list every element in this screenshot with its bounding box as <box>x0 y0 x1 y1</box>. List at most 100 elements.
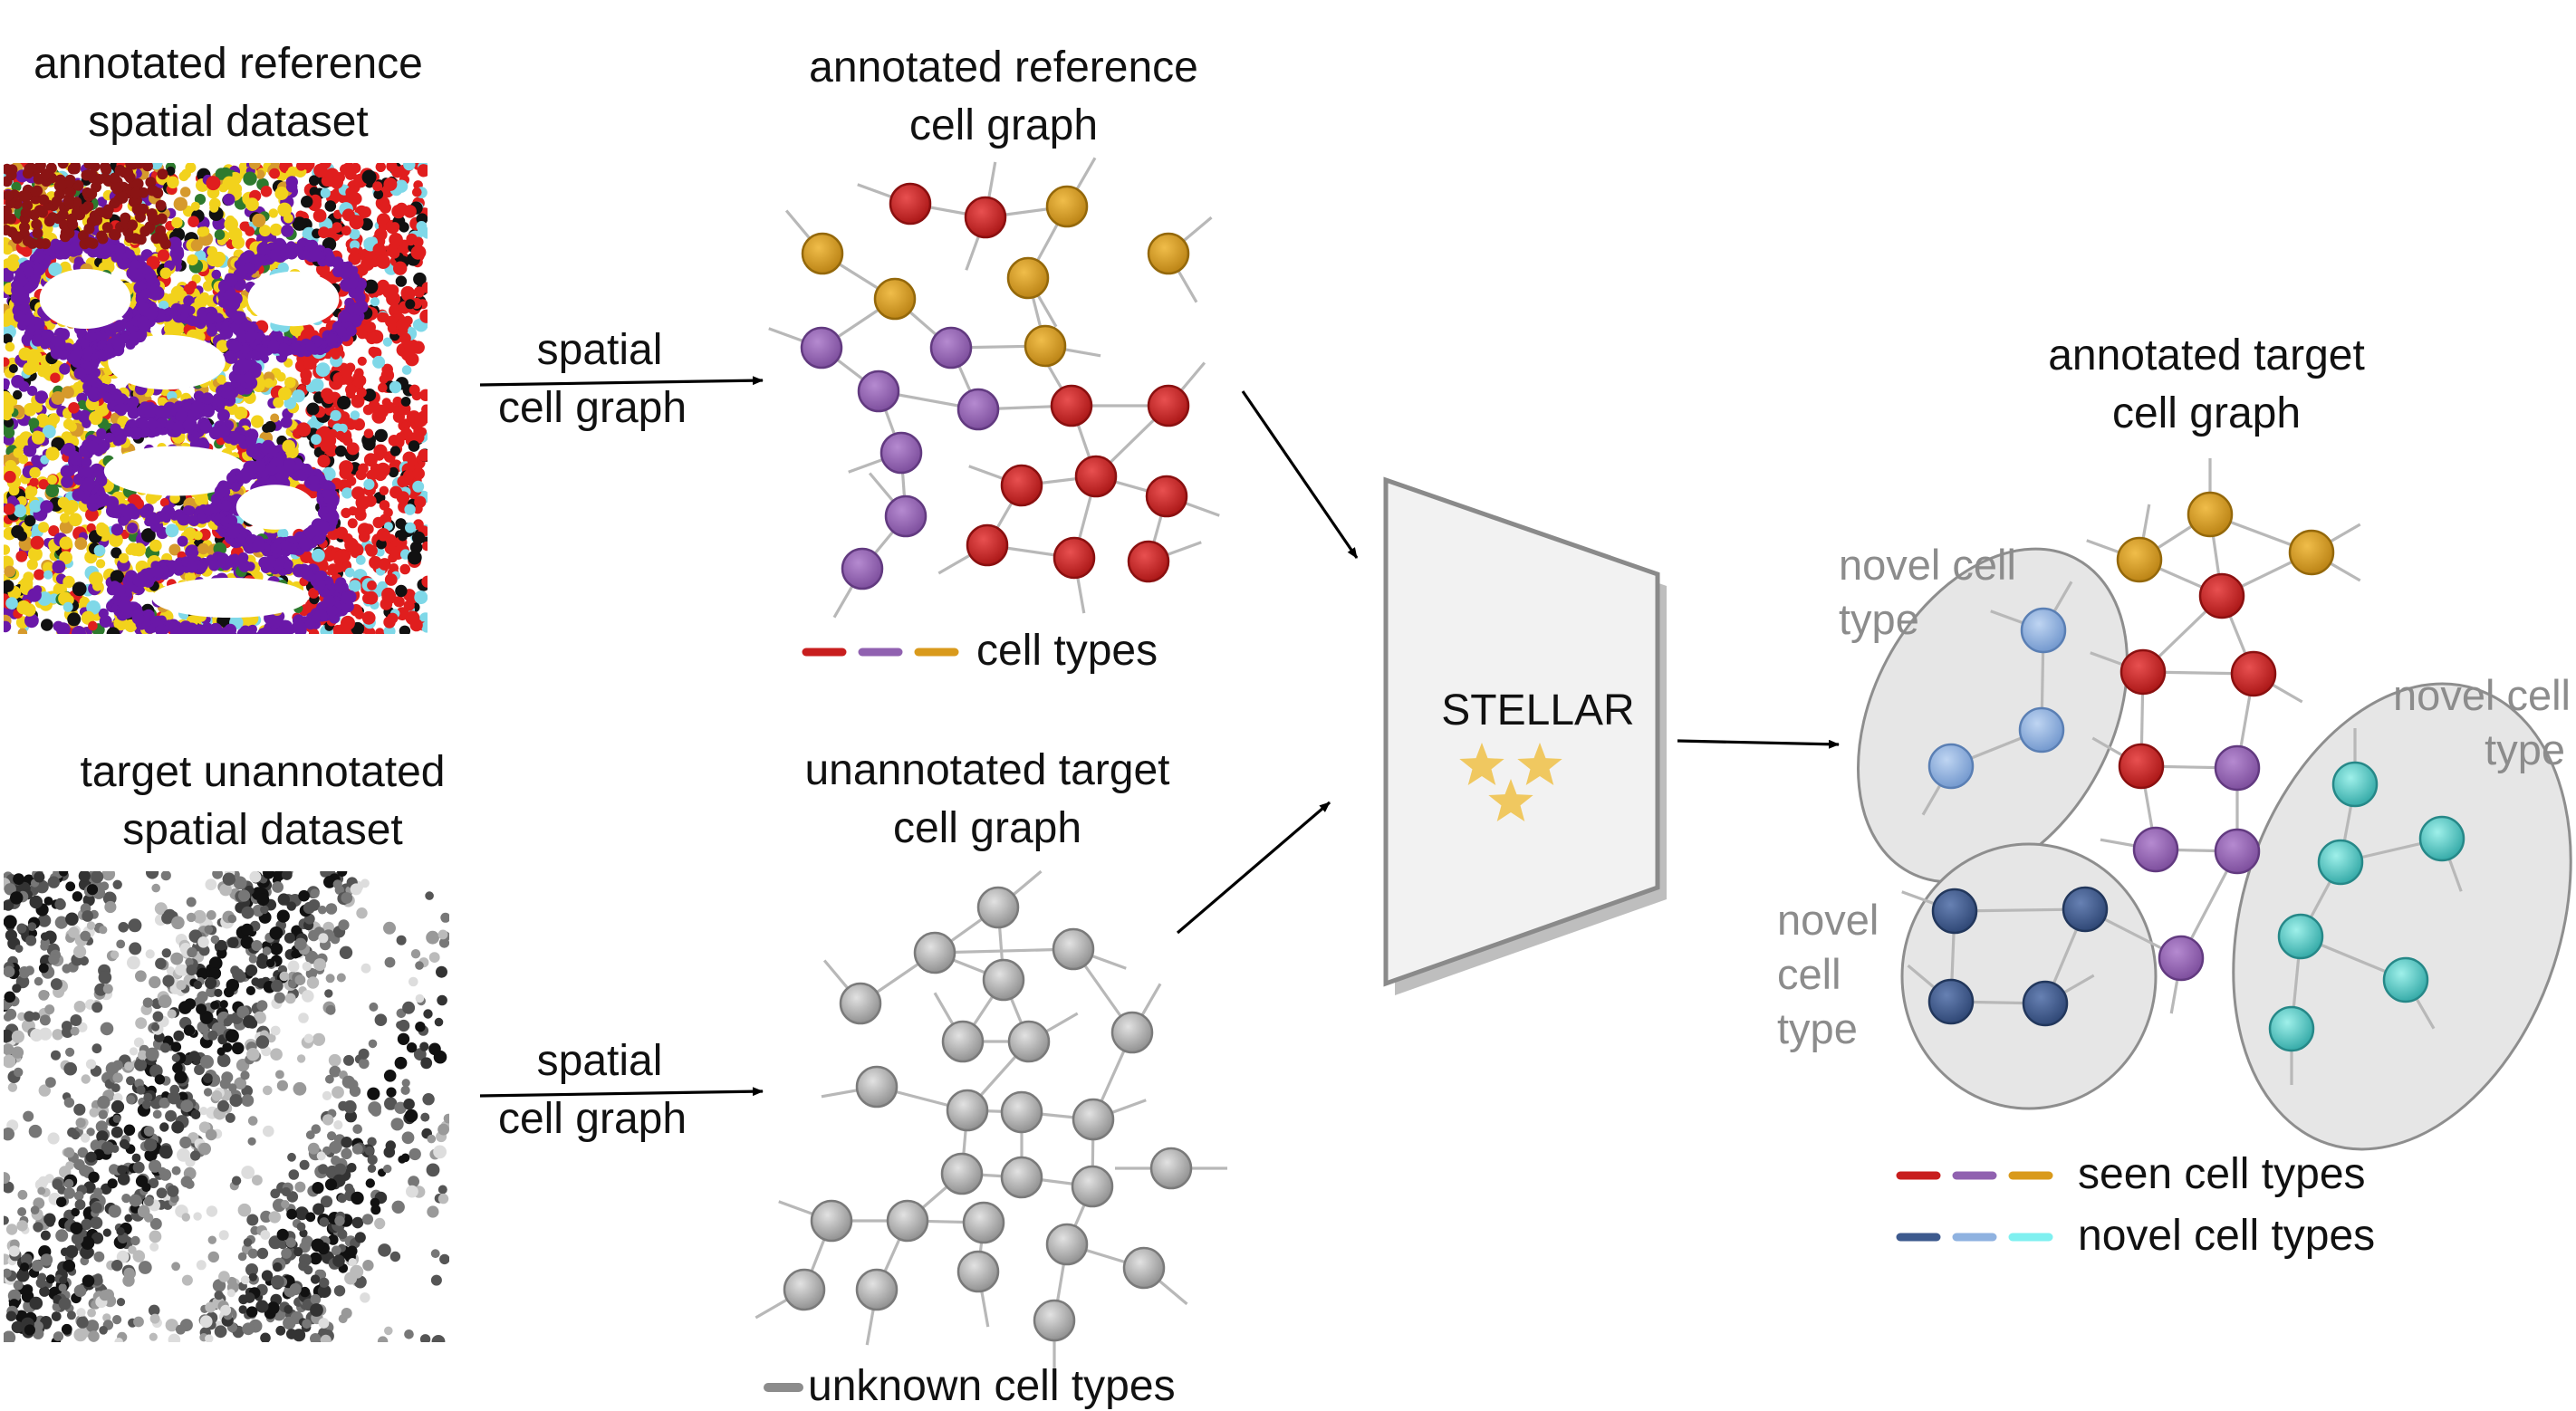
ref-cell-dot <box>40 340 50 350</box>
ref-cell-dot <box>127 523 139 533</box>
ref-cell-dot <box>249 163 261 170</box>
ref-cell-dot <box>349 228 360 240</box>
ref-cell-dot <box>368 236 379 247</box>
ref-cell-dot <box>270 163 280 168</box>
ref-cell-dot <box>307 343 318 353</box>
target-cell-dot <box>402 1001 416 1014</box>
ref-cell-dot <box>149 514 160 525</box>
ref-cell-dot <box>372 355 386 369</box>
target-cell-dot <box>206 1205 218 1217</box>
ref-cell-dot <box>52 560 66 574</box>
target-cell-dot <box>400 1085 410 1095</box>
target-cell-dot <box>145 949 155 959</box>
ref-cell-dot <box>363 428 374 439</box>
ref-cell-dot <box>269 223 283 236</box>
ref-cell-dot <box>172 421 184 434</box>
target-cell-dot <box>171 1262 181 1272</box>
target-cell-dot <box>116 939 126 949</box>
ref-cell-dot <box>337 396 351 410</box>
ref-cell-dot <box>276 626 288 634</box>
ref-cell-dot <box>403 205 417 218</box>
ref-cell-dot <box>73 367 87 380</box>
ref-cell-dot <box>393 596 405 608</box>
ref-cell-dot <box>43 570 53 580</box>
target-cell-dot <box>365 1178 375 1188</box>
ref-cell-dot <box>4 333 13 344</box>
ref-cell-dot <box>312 548 325 562</box>
target-cell-dot <box>428 952 440 963</box>
target-cell-dot <box>35 1277 46 1289</box>
target-cell-dot <box>251 977 261 986</box>
ref-cell-dot <box>183 283 195 295</box>
ref-cell-dot <box>70 163 82 172</box>
ref-cell-dot <box>322 391 336 404</box>
ref-cell-dot <box>395 432 406 443</box>
target-cell-dot <box>384 956 396 968</box>
ref-cell-dot <box>318 226 331 239</box>
target-cell-dot <box>82 894 95 907</box>
target-cell-dot <box>51 1050 61 1061</box>
ref-cell-dot <box>20 207 32 219</box>
ref-cell-dot <box>171 322 185 335</box>
ref-cell-dot <box>365 544 378 557</box>
target-cell-dot <box>58 1283 67 1292</box>
ref-cell-dot <box>4 580 14 592</box>
ref-cell-dot <box>364 627 376 634</box>
ref-cell-dot <box>183 295 195 307</box>
ref-cell-dot <box>237 537 247 547</box>
target-cell-dot <box>87 1308 96 1318</box>
target-cell-dot <box>236 1005 250 1019</box>
target-cell-dot <box>214 988 223 997</box>
ref-cell-dot <box>245 436 257 447</box>
ref-cell-dot <box>128 163 139 170</box>
ref-cell-dot <box>19 222 30 233</box>
ref-cell-dot <box>187 254 198 266</box>
ref-cell-dot <box>341 226 351 236</box>
target-cell-dot <box>398 1019 410 1032</box>
ref-cell-dot <box>332 624 342 634</box>
ref-cell-dot <box>58 591 72 606</box>
target-cell-dot <box>437 1193 449 1205</box>
ref-cell-dot <box>342 533 353 544</box>
ref-cell-dot <box>389 380 402 394</box>
target-cell-dot <box>260 1210 273 1223</box>
ref-cell-dot <box>392 396 403 407</box>
target-cell-dot <box>419 1334 431 1342</box>
ref-cell-dot <box>22 235 34 247</box>
ref-cell-dot <box>412 467 425 480</box>
ref-lumen <box>151 578 309 618</box>
target-cell-dot <box>336 973 346 983</box>
ref-cell-dot <box>334 549 350 563</box>
ref-cell-dot <box>28 418 40 429</box>
ref-cell-dot <box>375 628 385 634</box>
ref-cell-dot <box>199 420 212 433</box>
target-cell-dot <box>434 1017 444 1027</box>
ref-lumen <box>235 485 315 530</box>
ref-cell-dot <box>277 528 289 540</box>
target-cell-dot <box>415 961 424 970</box>
ref-cell-dot <box>82 418 91 428</box>
target-cell-dot <box>413 1048 427 1061</box>
ref-cell-dot <box>378 221 389 232</box>
ref-cell-dot <box>277 342 291 357</box>
target-cell-dot <box>91 1232 104 1244</box>
ref-cell-dot <box>340 266 352 279</box>
target-cell-dot <box>245 1263 258 1276</box>
ref-cell-dot <box>159 300 169 312</box>
ref-cell-dot <box>82 477 96 491</box>
target-cell-dot <box>275 1325 286 1336</box>
ref-cell-dot <box>4 312 13 327</box>
ref-cell-dot <box>283 458 296 472</box>
target-cell-dot <box>238 1305 247 1314</box>
ref-lumen <box>39 269 131 329</box>
target-cell-dot <box>149 1313 160 1324</box>
target-cell-dot <box>133 1037 144 1048</box>
ref-cell-dot <box>135 211 146 223</box>
ref-cell-dot <box>69 241 82 254</box>
ref-cell-dot <box>223 381 234 393</box>
ref-cell-dot <box>286 241 296 251</box>
target-cell-dot <box>263 1085 273 1096</box>
target-cell-dot <box>331 1245 341 1256</box>
target-cell-dot <box>39 1286 50 1297</box>
ref-cell-dot <box>224 623 237 634</box>
